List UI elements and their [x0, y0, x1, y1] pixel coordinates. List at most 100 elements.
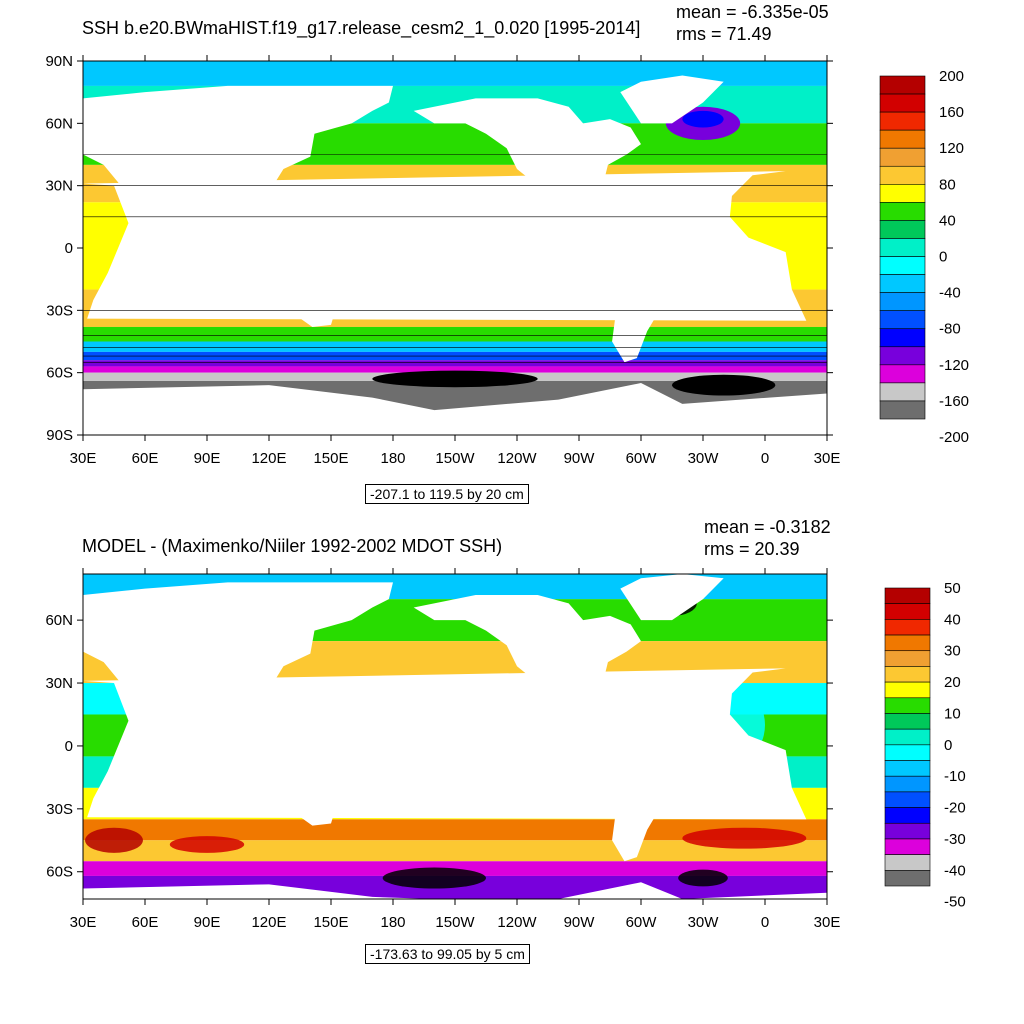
colorbar-label: -20 — [944, 800, 966, 817]
panel1-contour-caption: -207.1 to 119.5 by 20 cm — [365, 484, 529, 504]
colorbar-swatch — [884, 807, 931, 824]
colorbar-label: 20 — [944, 674, 961, 691]
panel2-title: MODEL - (Maximenko/Niiler 1992-2002 MDOT… — [82, 536, 503, 556]
land-mask — [413, 98, 641, 230]
colorbar-swatch — [879, 184, 926, 203]
colorbar-swatch — [884, 603, 931, 620]
x-tick-label: 150E — [313, 450, 348, 467]
x-tick-label: 90W — [564, 914, 596, 931]
colorbar-swatch — [884, 713, 931, 730]
colorbar-swatch — [879, 400, 926, 420]
x-tick-label: 120W — [497, 450, 537, 467]
y-tick-label: 30S — [46, 302, 73, 319]
colorbar-swatch — [879, 93, 926, 113]
colorbar-label: -120 — [939, 357, 969, 374]
panel2-contour-caption: -173.63 to 99.05 by 5 cm — [365, 944, 530, 964]
x-tick-label: 150W — [435, 914, 475, 931]
x-tick-label: 60E — [132, 914, 159, 931]
colorbar-swatch — [884, 634, 931, 652]
land-mask — [620, 75, 724, 124]
colorbar-swatch — [879, 111, 926, 131]
colorbar-swatch — [884, 838, 931, 855]
y-tick-label: 90N — [45, 53, 73, 70]
colorbar-label: 160 — [939, 104, 964, 121]
field-anomaly — [169, 836, 245, 853]
colorbar-swatch — [879, 220, 926, 239]
panel2-field — [83, 574, 827, 899]
panel1-title: SSH b.e20.BWmaHIST.f19_g17.release_cesm2… — [82, 18, 641, 38]
colorbar-swatch — [884, 697, 931, 714]
panel1-rms: rms = 71.49 — [676, 24, 772, 44]
colorbar-label: -30 — [944, 831, 966, 848]
colorbar-swatch — [884, 587, 931, 604]
colorbar-swatch — [884, 775, 931, 793]
x-tick-label: 120W — [497, 914, 537, 931]
y-tick-label: 60S — [46, 864, 73, 881]
x-tick-label: 180 — [380, 914, 405, 931]
land-mask — [256, 270, 338, 327]
field-band — [83, 360, 827, 367]
x-tick-label: 120E — [251, 450, 286, 467]
x-tick-label: 90E — [194, 914, 221, 931]
panel1-mean: mean = -6.335e-05 — [676, 2, 829, 22]
colorbar-swatch — [879, 129, 926, 149]
land-mask — [83, 383, 827, 435]
colorbar-swatch — [879, 274, 926, 293]
colorbar-swatch — [879, 202, 926, 221]
colorbar-swatch — [884, 870, 931, 887]
field-anomaly — [85, 827, 143, 853]
y-tick-label: 0 — [65, 240, 73, 257]
colorbar-swatch — [879, 165, 926, 185]
colorbar-swatch — [884, 822, 931, 840]
x-tick-label: 0 — [761, 450, 769, 467]
colorbar-label: 40 — [944, 611, 961, 628]
colorbar-swatch — [879, 238, 926, 257]
colorbar-swatch — [879, 292, 926, 311]
field-anomaly — [382, 867, 487, 889]
colorbar-label: -40 — [939, 285, 961, 302]
colorbar-label: 40 — [939, 212, 956, 229]
x-tick-label: 120E — [251, 914, 286, 931]
x-tick-label: 60W — [626, 450, 658, 467]
x-tick-label: 30W — [688, 450, 720, 467]
colorbar-swatch — [879, 147, 926, 167]
land-mask — [83, 85, 393, 244]
colorbar-swatch — [879, 346, 926, 366]
x-tick-label: 60E — [132, 450, 159, 467]
colorbar-label: 80 — [939, 176, 956, 193]
colorbar-swatch — [884, 728, 931, 746]
y-tick-label: 30S — [46, 801, 73, 818]
colorbar-swatch — [884, 854, 931, 871]
field-anomaly — [678, 869, 728, 887]
land-mask — [413, 594, 641, 728]
field-band — [83, 341, 827, 352]
colorbar-swatch — [879, 310, 926, 330]
colorbar-swatch — [884, 791, 931, 808]
panel2-mean: mean = -0.3182 — [704, 517, 831, 537]
y-tick-label: 30N — [45, 178, 73, 195]
colorbar-label: -40 — [944, 862, 966, 879]
x-tick-label: 90E — [194, 450, 221, 467]
x-tick-label: 150E — [313, 914, 348, 931]
colorbar-label: 200 — [939, 68, 964, 85]
x-tick-label: 180 — [380, 450, 405, 467]
x-tick-label: 150W — [435, 450, 475, 467]
x-tick-label: 60W — [626, 914, 658, 931]
field-anomaly — [682, 110, 724, 128]
colorbar-swatch — [884, 619, 931, 636]
colorbar-swatch — [884, 760, 931, 777]
colorbar-label: -80 — [939, 321, 961, 338]
colorbar-swatch — [879, 382, 926, 402]
colorbar-label: -200 — [939, 429, 969, 446]
x-tick-label: 90W — [564, 450, 596, 467]
field-anomaly — [372, 370, 538, 388]
x-tick-label: 30E — [70, 914, 97, 931]
field-band — [83, 366, 827, 373]
panel1-field — [83, 61, 827, 435]
x-tick-label: 0 — [761, 914, 769, 931]
y-tick-label: 60N — [45, 115, 73, 132]
colorbar-label: 120 — [939, 140, 964, 157]
x-tick-label: 30E — [70, 450, 97, 467]
y-tick-label: 30N — [45, 675, 73, 692]
x-tick-label: 30E — [814, 450, 841, 467]
